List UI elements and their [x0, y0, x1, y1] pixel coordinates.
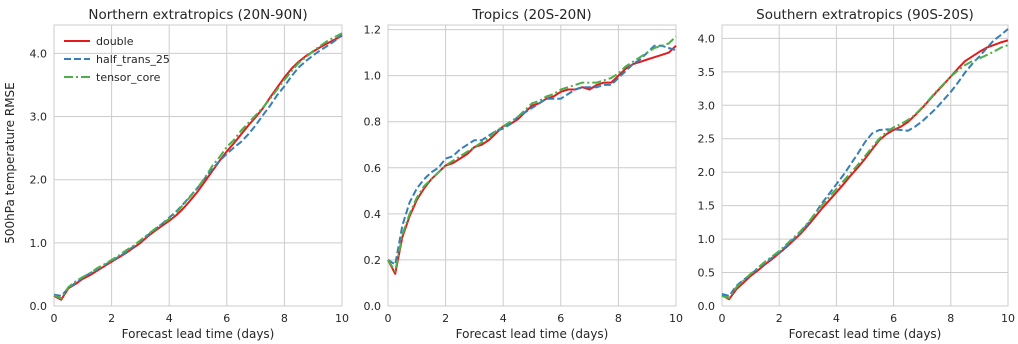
y-tick-label: 1.2 — [364, 24, 382, 37]
y-tick-label: 0.6 — [364, 162, 382, 175]
chart-title: Tropics (20S-20N) — [471, 7, 591, 23]
y-tick-label: 3.0 — [698, 99, 716, 112]
y-tick-label: 0.5 — [698, 267, 716, 280]
chart-title: Northern extratropics (20N-90N) — [88, 7, 307, 23]
x-axis-label: Forecast lead time (days) — [789, 327, 942, 341]
legend-label: double — [96, 35, 134, 48]
x-tick-label: 8 — [947, 312, 954, 325]
series-line-double — [53, 34, 343, 301]
x-tick-label: 0 — [51, 312, 58, 325]
chart-panel-2: 0 2 4 6 8 10 0.0 0.2 0.4 0.6 0.8 1.0 1.2 Tropics (20S… — [364, 7, 684, 341]
chart-panel-1: 0 2 4 6 8 10 0.0 1.0 2.0 3.0 4.0 Northern extratrop… — [30, 7, 350, 341]
series-line-double — [387, 44, 677, 275]
series-line-half-trans-25 — [721, 28, 1009, 297]
x-tick-label: 8 — [281, 312, 288, 325]
x-tick-label: 6 — [223, 312, 230, 325]
y-tick-label: 0.0 — [30, 300, 48, 313]
series-line-tensor-core — [721, 44, 1009, 299]
y-tick-label: 0.0 — [364, 300, 382, 313]
plot-frame — [387, 24, 677, 307]
x-tick-label: 2 — [108, 312, 115, 325]
y-tick-label: 1.0 — [364, 70, 382, 83]
y-tick-label: 2.0 — [30, 174, 48, 187]
legend-label: tensor_core — [96, 71, 161, 84]
plot-frame — [721, 24, 1009, 307]
x-tick-label: 2 — [776, 312, 783, 325]
x-tick-label: 6 — [557, 312, 564, 325]
chart-panel-3: 0 2 4 6 8 10 0.0 0.5 1.0 1.5 2.0 2.5 3.0 3.5 4.0 Southe… — [698, 7, 1016, 341]
y-tick-label: 1.5 — [698, 200, 716, 213]
chart-title: Southern extratropics (90S-20S) — [756, 7, 974, 23]
x-tick-label: 10 — [335, 312, 349, 325]
x-axis-label: Forecast lead time (days) — [456, 327, 609, 341]
y-axis-label: 500hPa temperature RMSE — [3, 82, 17, 244]
x-tick-label: 4 — [166, 312, 173, 325]
y-tick-label: 0.0 — [698, 300, 716, 313]
y-tick-label: 3.5 — [698, 66, 716, 79]
x-tick-label: 0 — [719, 312, 726, 325]
y-tick-label: 2.5 — [698, 133, 716, 146]
y-tick-label: 3.0 — [30, 111, 48, 124]
y-tick-label: 0.2 — [364, 254, 382, 267]
x-tick-label: 4 — [833, 312, 840, 325]
x-axis-label: Forecast lead time (days) — [122, 327, 275, 341]
y-tick-label: 4.0 — [30, 47, 48, 60]
y-tick-label: 1.0 — [698, 233, 716, 246]
x-tick-label: 6 — [890, 312, 897, 325]
x-tick-label: 2 — [442, 312, 449, 325]
series-line-half-trans-25 — [53, 33, 343, 297]
series-line-double — [721, 39, 1009, 301]
plot-frame — [53, 24, 343, 307]
x-tick-label: 10 — [1001, 312, 1015, 325]
x-tick-label: 8 — [615, 312, 622, 325]
series-line-half-trans-25 — [387, 44, 677, 266]
x-tick-label: 0 — [385, 312, 392, 325]
x-tick-label: 4 — [500, 312, 507, 325]
series-line-tensor-core — [387, 35, 677, 273]
legend: double half_trans_25 tensor_core — [64, 35, 170, 84]
legend-label: half_trans_25 — [96, 53, 170, 66]
y-tick-label: 0.4 — [364, 208, 382, 221]
y-tick-label: 4.0 — [698, 32, 716, 45]
x-tick-label: 10 — [669, 312, 683, 325]
y-tick-label: 2.0 — [698, 166, 716, 179]
y-tick-label: 0.8 — [364, 116, 382, 129]
y-tick-label: 1.0 — [30, 237, 48, 250]
